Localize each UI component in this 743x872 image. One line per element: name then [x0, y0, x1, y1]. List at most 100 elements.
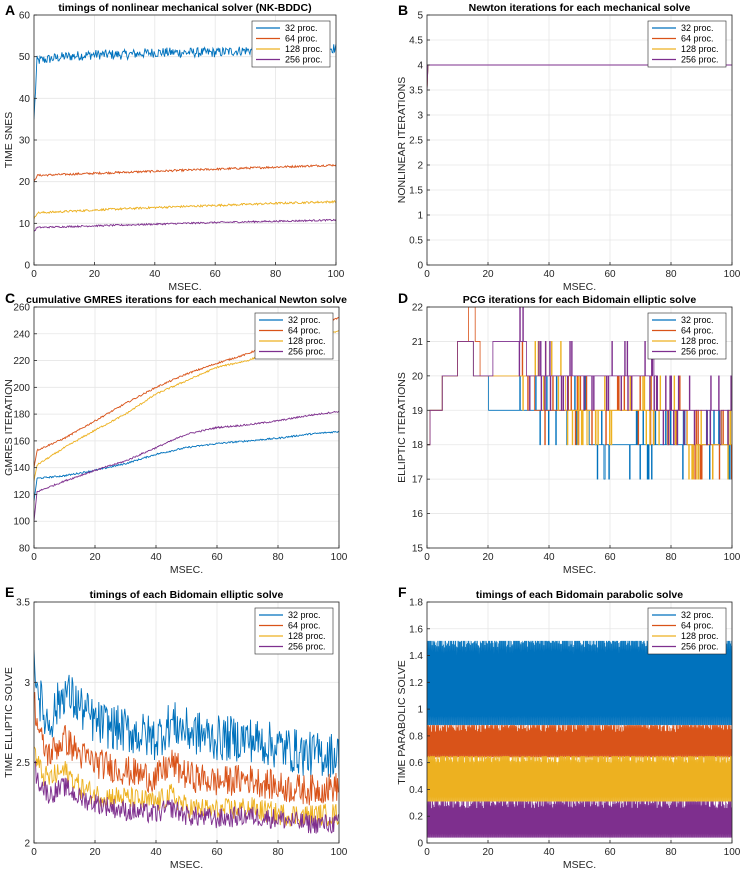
panel-letter: B	[398, 2, 408, 18]
x-tick-label: 80	[665, 847, 677, 858]
y-tick-label: 20	[19, 177, 31, 188]
y-tick-label: 0.2	[409, 812, 423, 823]
chart-title: timings of each Bidomain parabolic solve	[476, 589, 683, 601]
chart-panel-d: 0 20 40 60 80 100 15 16 17 18 19 20 21 22 PCG iteratio…	[396, 290, 741, 576]
y-tick-label: 3.5	[16, 598, 30, 609]
legend: 32 proc.64 proc.128 proc.256 proc.	[254, 607, 334, 655]
y-tick-label: 16	[412, 509, 424, 520]
axes-box	[426, 306, 733, 549]
y-tick-label: 180	[13, 410, 30, 421]
legend-label: 64 proc.	[285, 34, 318, 44]
x-tick-label: 20	[482, 269, 494, 280]
x-tick-label: 0	[424, 269, 430, 280]
legend-label: 128 proc.	[285, 44, 323, 54]
x-axis-label: MSEC.	[563, 564, 596, 576]
legend-label: 64 proc.	[681, 621, 714, 631]
y-tick-label: 200	[13, 383, 30, 394]
x-tick-label: 40	[150, 847, 162, 858]
y-tick-label: 0	[417, 261, 423, 272]
y-tick-label: 0	[24, 261, 30, 272]
x-tick-label: 0	[31, 269, 37, 280]
series-32-proc	[34, 430, 339, 502]
legend: 32 proc.64 proc.128 proc.256 proc.	[647, 312, 727, 360]
y-tick-label: 2	[417, 161, 423, 172]
x-tick-label: 100	[328, 269, 345, 280]
series-256-proc	[34, 410, 339, 522]
x-tick-label: 60	[604, 269, 616, 280]
legend-label: 32 proc.	[285, 23, 318, 33]
x-tick-label: 40	[543, 269, 555, 280]
series-32-proc	[427, 640, 732, 726]
y-tick-label: 5	[417, 11, 423, 22]
chart-title: PCG iterations for each Bidomain ellipti…	[463, 294, 697, 306]
y-tick-label: 80	[19, 544, 31, 555]
y-tick-label: 1.4	[409, 651, 423, 662]
chart-panel-f: 0 20 40 60 80 100 0 0.2 0.4 0.6 0.8 1 1.2 1.4 1.6 1.8 ti…	[396, 584, 741, 871]
chart-panel-c: 0 20 40 60 80 100 80 100 120 140 160 180 200 220 240 26…	[3, 290, 348, 576]
y-tick-label: 2	[24, 839, 30, 850]
legend: 32 proc.64 proc.128 proc.256 proc.	[647, 607, 727, 655]
chart-title: Newton iterations for each mechanical so…	[469, 2, 691, 14]
x-tick-label: 100	[331, 552, 348, 563]
series-256-proc	[427, 307, 732, 446]
y-tick-label: 19	[412, 406, 424, 417]
legend-label: 64 proc.	[681, 326, 714, 336]
x-tick-label: 40	[149, 269, 161, 280]
y-tick-label: 0.6	[409, 758, 423, 769]
y-tick-label: 4.5	[409, 36, 423, 47]
legend-label: 64 proc.	[288, 326, 321, 336]
y-axis-label: TIME PARABOLIC SOLVE	[396, 660, 408, 784]
y-tick-label: 240	[13, 329, 30, 340]
legend-label: 128 proc.	[288, 631, 326, 641]
legend-label: 64 proc.	[681, 34, 714, 44]
legend-label: 128 proc.	[681, 44, 719, 54]
chart-title: cumulative GMRES iterations for each mec…	[26, 294, 347, 306]
x-tick-label: 60	[211, 847, 223, 858]
x-tick-label: 20	[89, 552, 101, 563]
y-tick-label: 0.5	[409, 236, 423, 247]
y-tick-label: 3.5	[409, 86, 423, 97]
legend-label: 32 proc.	[288, 315, 321, 325]
y-tick-label: 220	[13, 356, 30, 367]
x-tick-label: 60	[210, 269, 222, 280]
series-128-proc	[427, 755, 732, 802]
y-tick-label: 1.2	[409, 678, 423, 689]
chart-title: timings of nonlinear mechanical solver (…	[58, 2, 311, 14]
x-tick-label: 60	[211, 552, 223, 563]
x-tick-label: 80	[665, 269, 677, 280]
y-tick-label: 2.5	[409, 136, 423, 147]
y-tick-label: 15	[412, 544, 424, 555]
legend-label: 256 proc.	[681, 55, 719, 65]
y-tick-label: 160	[13, 436, 30, 447]
legend-label: 256 proc.	[681, 347, 719, 357]
x-tick-label: 40	[150, 552, 162, 563]
panel-letter: C	[5, 290, 15, 306]
legend-label: 32 proc.	[288, 610, 321, 620]
legend-label: 256 proc.	[285, 55, 323, 65]
legend-box	[251, 20, 331, 68]
x-tick-label: 100	[724, 269, 741, 280]
legend-label: 32 proc.	[681, 610, 714, 620]
y-tick-label: 100	[13, 517, 30, 528]
legend-label: 32 proc.	[681, 23, 714, 33]
series-256-proc	[427, 801, 732, 838]
series-64-proc	[34, 691, 339, 806]
y-tick-label: 260	[13, 303, 30, 314]
panel-letter: D	[398, 290, 408, 306]
y-tick-label: 0.4	[409, 785, 423, 796]
y-tick-label: 1	[417, 705, 423, 716]
x-tick-label: 0	[424, 847, 430, 858]
y-tick-label: 0.8	[409, 731, 423, 742]
x-tick-label: 60	[604, 552, 616, 563]
chart-panel-a: 0 20 40 60 80 100 0 10 20 30 40 50 60 timings of nonl…	[3, 2, 345, 293]
legend: 32 proc.64 proc.128 proc.256 proc.	[647, 20, 727, 68]
y-tick-label: 30	[19, 136, 31, 147]
axes-box	[33, 601, 340, 844]
x-tick-label: 0	[31, 847, 37, 858]
panel-letter: F	[398, 584, 407, 600]
x-tick-label: 20	[482, 552, 494, 563]
x-tick-label: 60	[604, 847, 616, 858]
series-256-proc	[34, 760, 339, 834]
y-tick-label: 40	[19, 94, 31, 105]
